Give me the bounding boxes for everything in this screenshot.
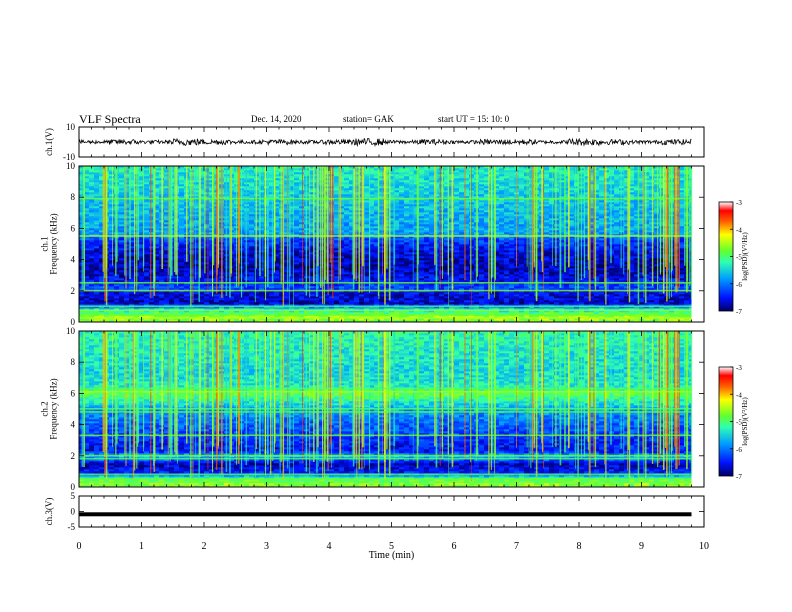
ch1-spectrogram-sferics: [79, 166, 693, 319]
ch2-spectrogram-colorbar-tick: -4: [736, 391, 742, 399]
ch1-spectrogram-colorbar-tick: -4: [736, 226, 742, 234]
x-tick-label: 6: [452, 541, 457, 552]
x-axis-label: Time (min): [369, 550, 414, 561]
start-time-label: start UT = 15: 10: 0: [438, 114, 509, 124]
ch1-spectrogram-ytick-label: 0: [71, 317, 76, 327]
ch1-waveform-ytick-label: -10: [63, 152, 75, 162]
ch2-spectrogram-colorbar-tick: -3: [736, 364, 742, 372]
x-tick-label: 10: [699, 541, 709, 552]
ch1-spectrogram-ytick-label: 6: [71, 223, 76, 233]
observation-date: Dec. 14, 2020: [251, 114, 302, 124]
x-tick-label: 3: [264, 541, 269, 552]
ch2-spectrogram-ytick-label: 8: [71, 357, 76, 367]
ch2-spectrogram-ylabel: Frequency (kHz): [49, 378, 59, 439]
ch1-spectrogram-ylabel: Frequency (kHz): [49, 213, 59, 274]
ch1-spectrogram-ytick-label: 8: [71, 192, 76, 202]
ch3-waveform-ytick-label: -5: [68, 522, 76, 532]
x-tick-label: 8: [577, 541, 582, 552]
x-tick-label: 2: [202, 541, 207, 552]
ch2-spectrogram-ytick-label: 6: [71, 388, 76, 398]
x-tick-label: 1: [139, 541, 144, 552]
ch2-spectrogram-colorbar-tick: -7: [736, 473, 742, 481]
ch3-waveform-trace: [79, 512, 692, 517]
ch3-waveform-ytick-label: 0: [71, 507, 76, 517]
ch2-spectrogram-colorbar-label: log(PSD)(V²/Hz): [741, 397, 749, 446]
ch2-spectrogram-ylabel: ch.2: [40, 401, 50, 416]
ch1-waveform-ylabel: ch.1(V): [44, 128, 54, 156]
ch2-spectrogram-ytick-label: 10: [66, 326, 76, 336]
ch3-waveform-ytick-label: 5: [71, 491, 76, 501]
ch1-spectrogram-ytick-label: 2: [71, 286, 76, 296]
ch1-spectrogram-ytick-label: 4: [71, 255, 76, 265]
ch1-spectrogram-ylabel: ch.1: [40, 236, 50, 251]
x-tick-label: 4: [327, 541, 332, 552]
x-tick-label: 0: [77, 541, 82, 552]
ch2-spectrogram-ytick-label: 4: [71, 420, 76, 430]
x-tick-label: 9: [639, 541, 644, 552]
ch1-spectrogram-ytick-label: 10: [66, 161, 76, 171]
ch1-waveform-trace: [78, 137, 692, 148]
x-tick-label: 5: [389, 541, 394, 552]
ch2-spectrogram-colorbar-tick: -5: [736, 419, 742, 427]
ch2-spectrogram-sferics: [79, 331, 693, 483]
ch1-spectrogram-colorbar-tick: -3: [736, 199, 742, 207]
station-label: station= GAK: [343, 114, 394, 124]
ch1-spectrogram-colorbar-tick: -5: [736, 254, 742, 262]
figure-title: VLF Spectra: [79, 112, 141, 127]
ch1-spectrogram-colorbar-label: log(PSD)(V²/Hz): [741, 232, 749, 281]
ch2-spectrogram-ytick-label: 0: [71, 482, 76, 492]
ch1-waveform-ytick-label: 10: [66, 122, 76, 132]
ch1-spectrogram-colorbar-tick: -6: [736, 281, 742, 289]
ch1-spectrogram-colorbar-tick: -7: [736, 308, 742, 316]
ch2-spectrogram-ytick-label: 2: [71, 451, 76, 461]
ch3-waveform-ylabel: ch.3(V): [44, 498, 54, 526]
ch2-spectrogram-colorbar-tick: -6: [736, 446, 742, 454]
x-tick-label: 7: [514, 541, 519, 552]
